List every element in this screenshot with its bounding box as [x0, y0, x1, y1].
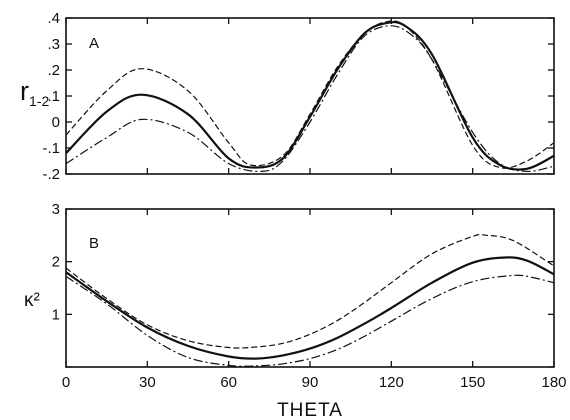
panel-a-ytick-label: .2 — [47, 62, 60, 79]
panel-a-ylabel-sub: 1-2 — [29, 93, 49, 109]
panel-a-series-solid — [65, 20, 555, 171]
panel-a-ytick-label: .3 — [47, 36, 60, 53]
panel-a: A r1-2 -.2 -.1 0 .1 .2 .3 .4 — [20, 10, 555, 183]
panel-a-ylabel: r1-2 — [20, 76, 49, 109]
panel-b-xtick-label: 180 — [541, 374, 566, 391]
panel-b-series-solid — [65, 256, 555, 360]
panel-a-series-dashed — [65, 20, 555, 169]
panel-b-ytick-label: 3 — [52, 201, 60, 218]
panel-b-xtick-label: 120 — [379, 374, 404, 391]
panel-b-xtick-label: 90 — [302, 374, 319, 391]
panel-b-xtick-label: 30 — [139, 374, 156, 391]
panel-a-series-dashdot — [65, 25, 555, 173]
panel-a-ytick-label: .4 — [47, 10, 60, 27]
panel-b-ytick-label: 2 — [52, 254, 60, 271]
panel-b-ylabel: κ² — [24, 290, 40, 311]
panel-b-series-dashed — [65, 233, 555, 349]
panel-a-ytick-label: -.1 — [42, 140, 60, 157]
panel-b-label: B — [89, 235, 99, 252]
x-axis-title: THETA — [277, 400, 343, 420]
panel-b-xtick-label: 60 — [220, 374, 237, 391]
panel-a-ytick-label: .1 — [47, 88, 60, 105]
panel-b-ytick-label: 1 — [52, 306, 60, 323]
panel-b-frame — [65, 208, 555, 368]
panel-a-ylabel-main: r — [20, 76, 29, 106]
panel-b-xtick-label: 0 — [62, 374, 70, 391]
panel-a-ytick-label: 0 — [52, 114, 60, 131]
panel-a-label: A — [89, 35, 99, 52]
panel-b-series-dashdot — [65, 274, 555, 367]
panel-b-xtick-label: 150 — [460, 374, 485, 391]
panel-a-ytick-label: -.2 — [42, 166, 60, 183]
